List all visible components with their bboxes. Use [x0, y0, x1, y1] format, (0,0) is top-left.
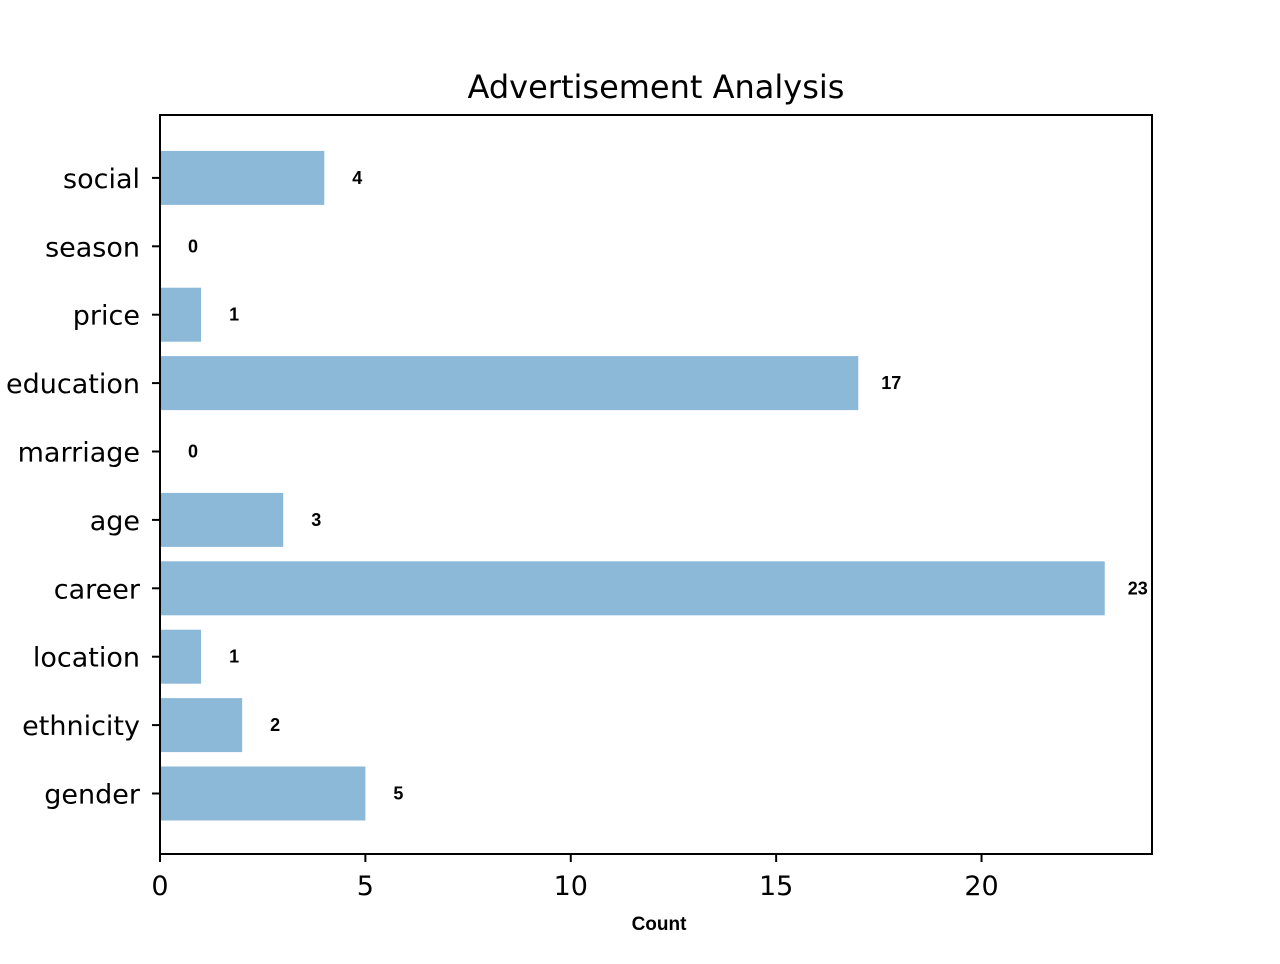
y-tick-label-price: price — [73, 301, 140, 332]
value-label-education: 17 — [881, 373, 901, 393]
chart-title: Advertisement Analysis — [468, 68, 845, 106]
bar-gender — [160, 766, 366, 821]
plot-frame — [159, 114, 1153, 855]
x-tick-label-15: 15 — [759, 871, 793, 902]
value-label-gender: 5 — [393, 784, 403, 804]
value-label-social: 4 — [352, 168, 362, 188]
bar-price — [160, 287, 202, 342]
value-label-age: 3 — [311, 510, 321, 530]
value-label-season: 0 — [188, 236, 198, 256]
y-tick-label-marriage: marriage — [18, 438, 140, 469]
y-tick-label-career: career — [54, 574, 141, 605]
y-tick-label-education: education — [6, 369, 140, 400]
y-tick-label-gender: gender — [44, 780, 141, 811]
value-label-location: 1 — [229, 647, 239, 667]
bars-layer — [160, 150, 1105, 821]
x-tick-label-20: 20 — [964, 871, 998, 902]
y-tick-label-age: age — [90, 506, 140, 537]
bar-career — [160, 561, 1105, 616]
y-tick-label-ethnicity: ethnicity — [22, 711, 140, 742]
bar-ethnicity — [160, 698, 243, 753]
bar-education — [160, 356, 859, 411]
bar-age — [160, 492, 284, 547]
y-tick-label-social: social — [63, 164, 140, 195]
bar-location — [160, 629, 202, 684]
x-tick-label-10: 10 — [554, 871, 588, 902]
x-tick-label-0: 0 — [151, 871, 168, 902]
x-axis-label: Count — [632, 914, 688, 935]
value-labels-layer: 5 2 1 23 3 0 17 1 0 4 — [188, 168, 1148, 804]
value-label-career: 23 — [1128, 578, 1148, 598]
x-tick-label-5: 5 — [357, 871, 374, 902]
value-label-marriage: 0 — [188, 442, 198, 462]
value-label-ethnicity: 2 — [270, 715, 280, 735]
y-tick-label-location: location — [33, 643, 140, 674]
value-label-price: 1 — [229, 305, 239, 325]
x-axis: 0 5 10 15 20 — [151, 854, 999, 902]
y-tick-label-season: season — [45, 232, 140, 263]
y-axis: gender ethnicity location career age marriage… — [6, 164, 160, 811]
bar-social — [160, 150, 325, 205]
